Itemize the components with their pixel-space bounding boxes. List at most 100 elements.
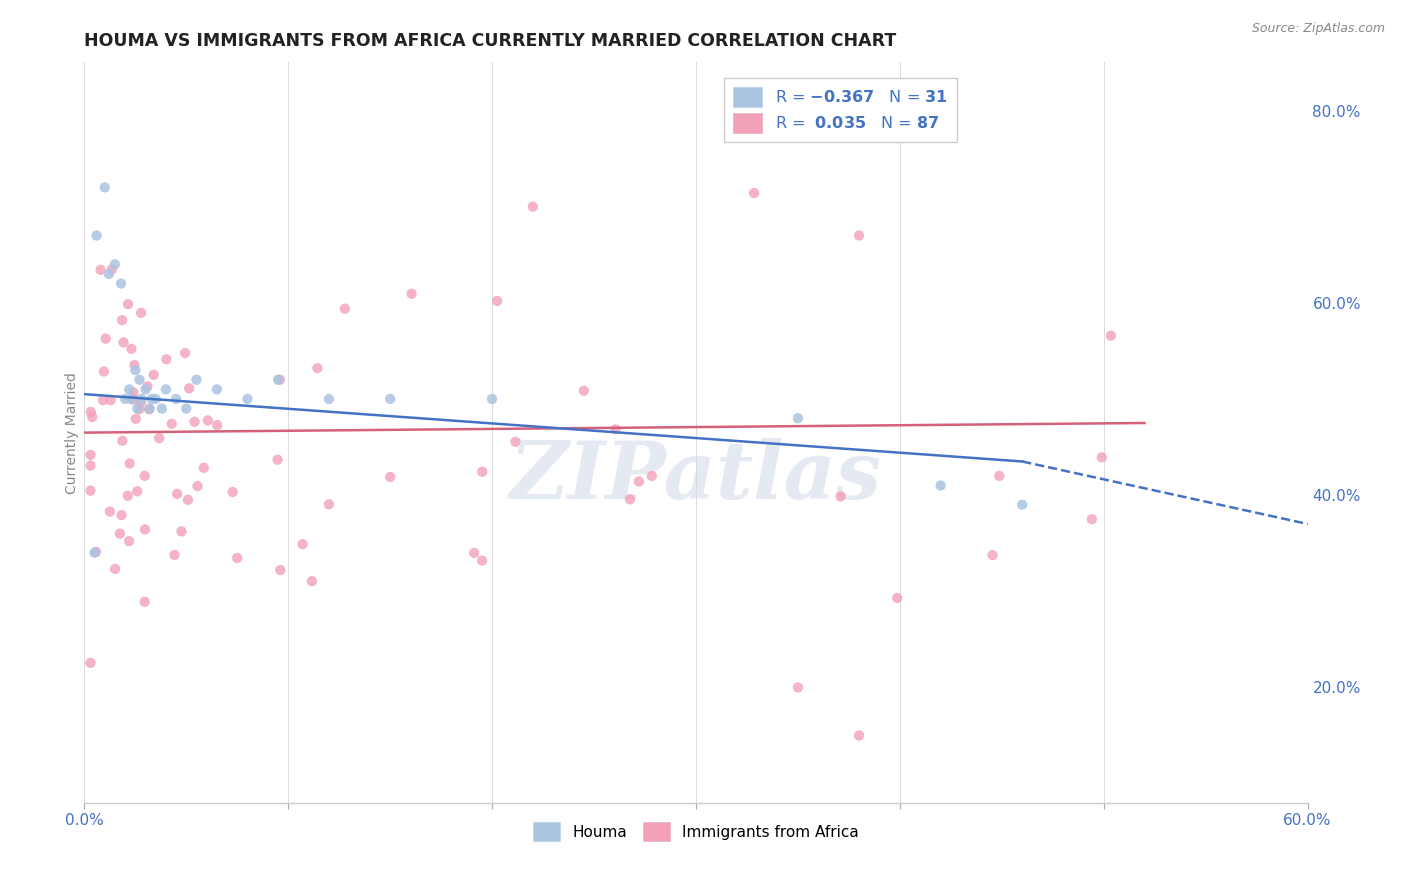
- Text: ZIPatlas: ZIPatlas: [510, 438, 882, 516]
- Point: [129, 306, 152, 320]
- Point: [641, 469, 664, 483]
- Point: [186, 373, 208, 387]
- Point: [269, 373, 291, 387]
- Point: [114, 392, 136, 406]
- Point: [94, 332, 117, 346]
- Point: [108, 526, 131, 541]
- Point: [471, 465, 494, 479]
- Point: [127, 484, 149, 499]
- Point: [318, 392, 340, 406]
- Point: [148, 431, 170, 445]
- Point: [307, 361, 329, 376]
- Point: [98, 504, 121, 518]
- Point: [848, 228, 870, 243]
- Point: [627, 475, 650, 489]
- Point: [135, 382, 157, 396]
- Point: [136, 379, 159, 393]
- Point: [787, 411, 810, 425]
- Point: [301, 574, 323, 588]
- Point: [226, 551, 249, 566]
- Point: [742, 186, 765, 200]
- Point: [988, 469, 1011, 483]
- Point: [131, 392, 153, 406]
- Point: [79, 483, 101, 498]
- Point: [170, 524, 193, 539]
- Point: [205, 382, 228, 396]
- Point: [110, 277, 132, 291]
- Point: [929, 478, 952, 492]
- Point: [236, 392, 259, 406]
- Point: [122, 385, 145, 400]
- Y-axis label: Currently Married: Currently Married: [65, 372, 79, 493]
- Point: [122, 392, 145, 407]
- Point: [104, 257, 127, 271]
- Point: [93, 364, 115, 378]
- Text: HOUMA VS IMMIGRANTS FROM AFRICA CURRENTLY MARRIED CORRELATION CHART: HOUMA VS IMMIGRANTS FROM AFRICA CURRENTL…: [84, 32, 897, 50]
- Point: [118, 534, 141, 549]
- Point: [848, 729, 870, 743]
- Point: [79, 656, 101, 670]
- Point: [86, 228, 108, 243]
- Point: [165, 392, 187, 406]
- Point: [787, 681, 810, 695]
- Point: [82, 410, 104, 425]
- Point: [128, 373, 150, 387]
- Point: [266, 452, 288, 467]
- Point: [125, 412, 148, 426]
- Point: [174, 401, 197, 416]
- Point: [138, 402, 160, 417]
- Legend: Houma, Immigrants from Africa: Houma, Immigrants from Africa: [527, 816, 865, 847]
- Point: [120, 342, 142, 356]
- Point: [134, 595, 156, 609]
- Point: [463, 546, 485, 560]
- Point: [572, 384, 595, 398]
- Point: [830, 490, 852, 504]
- Point: [79, 458, 101, 473]
- Point: [177, 492, 200, 507]
- Point: [267, 373, 290, 387]
- Text: Source: ZipAtlas.com: Source: ZipAtlas.com: [1251, 22, 1385, 36]
- Point: [138, 401, 160, 416]
- Point: [127, 401, 149, 416]
- Point: [486, 293, 509, 308]
- Point: [155, 352, 177, 367]
- Point: [79, 448, 101, 462]
- Point: [1091, 450, 1114, 465]
- Point: [1081, 512, 1104, 526]
- Point: [124, 358, 146, 372]
- Point: [481, 392, 503, 406]
- Point: [222, 485, 245, 500]
- Point: [97, 267, 120, 281]
- Point: [269, 563, 291, 577]
- Point: [145, 392, 167, 406]
- Point: [471, 553, 494, 567]
- Point: [142, 368, 165, 382]
- Point: [91, 393, 114, 408]
- Point: [150, 401, 173, 416]
- Point: [174, 346, 197, 360]
- Point: [333, 301, 356, 316]
- Point: [193, 460, 215, 475]
- Point: [160, 417, 183, 431]
- Point: [134, 523, 156, 537]
- Point: [886, 591, 908, 605]
- Point: [90, 263, 112, 277]
- Point: [197, 413, 219, 427]
- Point: [505, 434, 527, 449]
- Point: [522, 200, 544, 214]
- Point: [291, 537, 314, 551]
- Point: [80, 405, 103, 419]
- Point: [118, 382, 141, 396]
- Point: [128, 402, 150, 417]
- Point: [141, 392, 163, 406]
- Point: [111, 313, 134, 327]
- Point: [1099, 328, 1122, 343]
- Point: [205, 418, 228, 433]
- Point: [83, 546, 105, 560]
- Point: [380, 392, 402, 406]
- Point: [163, 548, 186, 562]
- Point: [93, 180, 115, 194]
- Point: [187, 479, 209, 493]
- Point: [118, 457, 141, 471]
- Point: [401, 286, 423, 301]
